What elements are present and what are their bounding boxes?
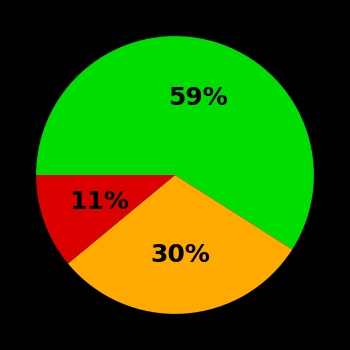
Wedge shape <box>36 36 314 250</box>
Wedge shape <box>36 175 175 264</box>
Text: 59%: 59% <box>168 86 228 110</box>
Wedge shape <box>68 175 292 314</box>
Text: 11%: 11% <box>69 190 129 214</box>
Text: 30%: 30% <box>150 243 210 267</box>
